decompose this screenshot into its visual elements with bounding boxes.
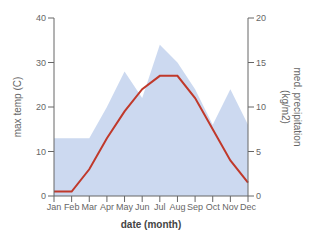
svg-text:10: 10: [36, 147, 46, 157]
svg-text:Dec: Dec: [240, 202, 257, 212]
svg-text:20: 20: [256, 13, 266, 23]
svg-text:Jan: Jan: [47, 202, 62, 212]
svg-text:30: 30: [36, 58, 46, 68]
svg-text:0: 0: [256, 191, 261, 201]
svg-text:20: 20: [36, 102, 46, 112]
svg-text:Nov: Nov: [222, 202, 239, 212]
svg-text:Mar: Mar: [82, 202, 98, 212]
svg-text:15: 15: [256, 58, 266, 68]
svg-text:40: 40: [36, 13, 46, 23]
svg-text:max temp (C): max temp (C): [12, 77, 23, 138]
svg-text:Jul: Jul: [154, 202, 166, 212]
svg-text:Oct: Oct: [206, 202, 221, 212]
svg-text:date (month): date (month): [121, 219, 182, 230]
svg-text:May: May: [116, 202, 134, 212]
svg-text:10: 10: [256, 102, 266, 112]
svg-text:Aug: Aug: [169, 202, 185, 212]
svg-text:5: 5: [256, 147, 261, 157]
svg-text:0: 0: [41, 191, 46, 201]
svg-text:Apr: Apr: [100, 202, 114, 212]
svg-text:Feb: Feb: [64, 202, 80, 212]
svg-text:Jun: Jun: [135, 202, 150, 212]
svg-text:Sep: Sep: [187, 202, 203, 212]
svg-text:med. precipitation(kg/m2): med. precipitation(kg/m2): [280, 68, 303, 147]
